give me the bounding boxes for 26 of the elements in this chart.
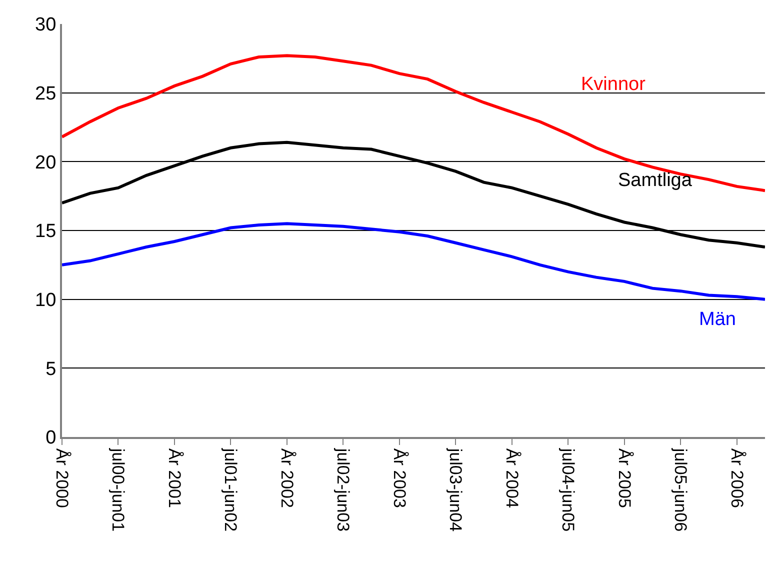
line-series bbox=[62, 54, 765, 192]
x-tick-label: År 2000 bbox=[52, 448, 72, 508]
y-tick-label: 15 bbox=[35, 221, 56, 242]
line-series bbox=[62, 222, 765, 301]
y-tick-label: 0 bbox=[46, 428, 56, 449]
x-tick-label: År 2003 bbox=[390, 448, 409, 508]
x-tick-label: jul04-jun05 bbox=[558, 447, 578, 532]
x-tick-label: År 2005 bbox=[614, 448, 634, 508]
y-tick-label: 10 bbox=[35, 290, 56, 311]
y-tick-label: 5 bbox=[46, 358, 56, 380]
y-tick-label: 20 bbox=[35, 152, 56, 174]
x-tick-label: jul02-jun03 bbox=[334, 447, 353, 532]
text: Kvinnor bbox=[581, 74, 646, 95]
line-series bbox=[62, 140, 765, 249]
series-label: Män bbox=[699, 309, 736, 330]
series-label: Samtliga bbox=[618, 170, 692, 191]
x-tick-label: År 2001 bbox=[164, 448, 184, 508]
x-tick-label: jul03-jun04 bbox=[446, 447, 466, 532]
x-tick-label: jul00-jun01 bbox=[108, 447, 128, 532]
x-tick-label: jul01-jun02 bbox=[221, 447, 240, 532]
x-tick-label: År 2004 bbox=[502, 448, 522, 508]
x-tick-label: År 2002 bbox=[277, 448, 296, 508]
y-tick-label: 25 bbox=[35, 83, 56, 104]
x-tick-label: jul05-jun06 bbox=[671, 447, 690, 532]
x-tick-label: År 2006 bbox=[727, 448, 746, 508]
y-tick-label: 30 bbox=[35, 14, 56, 36]
